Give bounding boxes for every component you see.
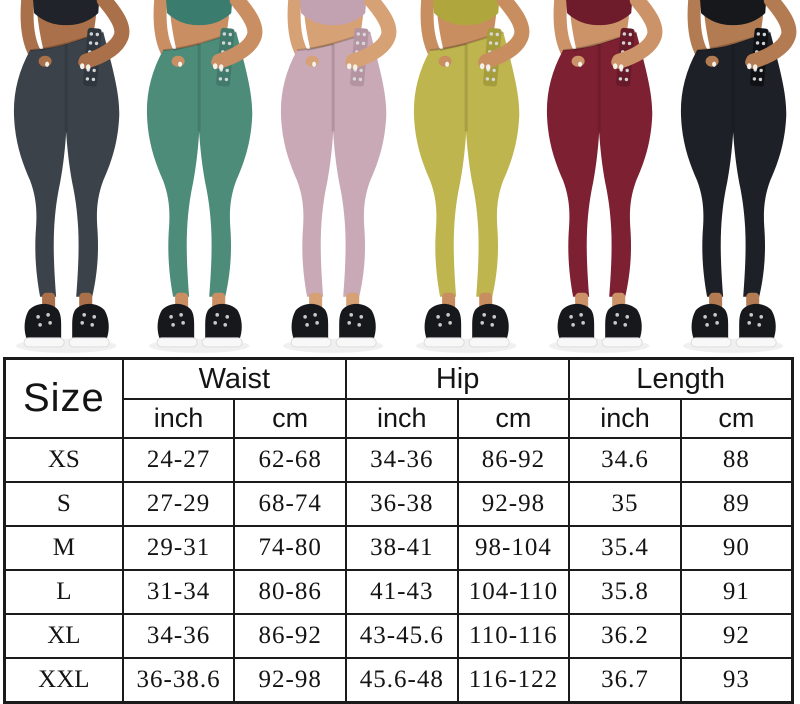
size-chart-row-l: L 31-34 80-86 41-43 104-110 35.8 91	[3, 569, 794, 615]
size-chart-row-xs: XS 24-27 62-68 34-36 86-92 34.6 88	[3, 437, 794, 483]
size-chart-group-header-row: Size Waist Hip Length	[3, 357, 794, 439]
size-chart-row-xl: XL 34-36 86-92 43-45.6 110-116 36.2 92	[3, 613, 794, 659]
size-chart-cell: 93	[679, 657, 794, 704]
size-chart-unit-header: inch	[121, 398, 236, 439]
size-chart-unit-header: cm	[456, 398, 571, 439]
size-chart-cell: 31-34	[121, 569, 236, 615]
size-chart-size-cell: L	[3, 569, 124, 615]
size-chart-unit-header: inch	[344, 398, 459, 439]
size-chart-cell: 36.7	[568, 657, 682, 704]
size-chart-size-cell: XS	[3, 437, 124, 483]
size-chart-section: Size Waist Hip Length inch cm inch cm in…	[0, 357, 800, 704]
size-chart-hip-header: Hip	[344, 357, 571, 400]
size-chart-row-xxl: XXL 36-38.6 92-98 45.6-48 116-122 36.7 9…	[3, 657, 794, 704]
size-chart-table: Size Waist Hip Length inch cm inch cm in…	[3, 357, 794, 704]
size-chart-size-cell: XL	[3, 613, 124, 659]
size-chart-cell: 89	[679, 481, 794, 527]
leggings-model-illustration	[0, 0, 133, 357]
size-chart-cell: 91	[679, 569, 794, 615]
size-chart-cell: 116-122	[456, 657, 571, 704]
size-chart-size-header: Size	[3, 357, 124, 439]
size-chart-cell: 43-45.6	[344, 613, 459, 659]
size-chart-waist-header: Waist	[121, 357, 347, 400]
size-chart-cell: 38-41	[344, 525, 459, 571]
size-chart-cell: 62-68	[233, 437, 347, 483]
model-photo-row	[0, 0, 800, 357]
size-chart-cell: 34-36	[344, 437, 459, 483]
size-chart-size-cell: XXL	[3, 657, 124, 704]
size-chart-cell: 36-38	[344, 481, 459, 527]
size-chart-cell: 36-38.6	[121, 657, 236, 704]
size-chart-unit-header-row: inch cm inch cm inch cm	[5, 398, 794, 439]
size-chart-cell: 27-29	[121, 481, 236, 527]
model-figure-charcoal	[0, 0, 133, 357]
leggings-model-illustration	[400, 0, 533, 357]
model-figure-pink	[267, 0, 400, 357]
size-chart-cell: 34-36	[121, 613, 236, 659]
size-chart-cell: 29-31	[121, 525, 236, 571]
size-chart-cell: 90	[679, 525, 794, 571]
size-chart-cell: 92-98	[233, 657, 347, 704]
size-chart-cell: 80-86	[233, 569, 347, 615]
leggings-model-illustration	[667, 0, 800, 357]
size-chart-cell: 86-92	[233, 613, 347, 659]
leggings-model-illustration	[267, 0, 400, 357]
size-chart-unit-header: cm	[233, 398, 347, 439]
size-chart-cell: 35.4	[568, 525, 682, 571]
leggings-model-illustration	[133, 0, 266, 357]
size-chart-row-m: M 29-31 74-80 38-41 98-104 35.4 90	[3, 525, 794, 571]
size-chart-cell: 45.6-48	[344, 657, 459, 704]
size-chart-cell: 104-110	[456, 569, 571, 615]
size-chart-cell: 24-27	[121, 437, 236, 483]
size-chart-cell: 35	[568, 481, 682, 527]
size-chart-cell: 34.6	[568, 437, 682, 483]
size-chart-length-header: Length	[568, 357, 794, 400]
model-figure-burgundy	[533, 0, 666, 357]
size-chart-size-cell: M	[3, 525, 124, 571]
size-chart-row-s: S 27-29 68-74 36-38 92-98 35 89	[3, 481, 794, 527]
size-chart-cell: 36.2	[568, 613, 682, 659]
size-chart-unit-header: inch	[568, 398, 682, 439]
model-figure-teal	[133, 0, 266, 357]
size-chart-cell: 92-98	[456, 481, 571, 527]
size-chart-cell: 41-43	[344, 569, 459, 615]
size-chart-cell: 92	[679, 613, 794, 659]
model-figure-yellow	[400, 0, 533, 357]
size-chart-cell: 74-80	[233, 525, 347, 571]
size-chart-cell: 86-92	[456, 437, 571, 483]
size-chart-size-cell: S	[3, 481, 124, 527]
size-chart-cell: 35.8	[568, 569, 682, 615]
size-chart-unit-header: cm	[679, 398, 794, 439]
size-chart-cell: 98-104	[456, 525, 571, 571]
size-chart-cell: 68-74	[233, 481, 347, 527]
model-figure-black	[667, 0, 800, 357]
size-chart-cell: 110-116	[456, 613, 571, 659]
leggings-model-illustration	[533, 0, 666, 357]
size-chart-cell: 88	[679, 437, 794, 483]
